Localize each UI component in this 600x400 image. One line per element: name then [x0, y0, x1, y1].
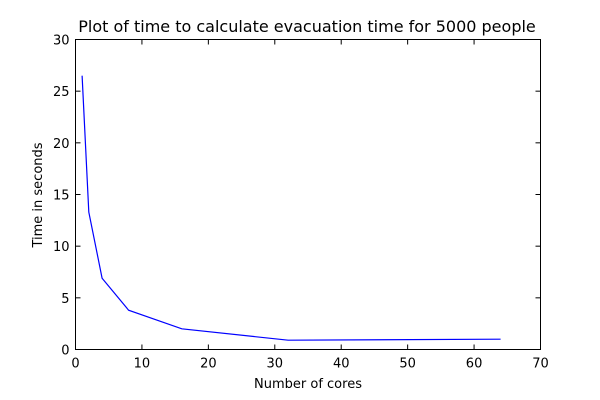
x-tick-label: 0: [71, 357, 79, 372]
y-tick-label: 25: [53, 85, 70, 100]
plot-series: [81, 75, 501, 341]
y-tick-label: 5: [61, 292, 69, 307]
x-tick-label: 10: [134, 357, 151, 372]
y-tick-label: 10: [53, 240, 70, 255]
y-tick-label: 15: [53, 189, 70, 204]
series-line: [81, 75, 501, 341]
y-axis-label: Time in seconds: [31, 142, 46, 248]
x-axis: 0 10 20 30 40 50 60 70: [71, 39, 549, 372]
x-tick-label: 70: [532, 357, 549, 372]
y-axis: 0 5 10 15 20 25 30: [53, 34, 541, 359]
x-axis-label: Number of cores: [254, 377, 362, 392]
y-tick-label: 20: [53, 137, 70, 152]
x-tick-label: 20: [200, 357, 217, 372]
y-tick-label: 30: [53, 34, 70, 49]
x-tick-label: 60: [466, 357, 483, 372]
plot-frame: [75, 39, 541, 350]
x-tick-label: 40: [333, 357, 350, 372]
y-tick-label: 0: [61, 344, 69, 359]
x-tick-label: 50: [399, 357, 416, 372]
chart-title: Plot of time to calculate evacuation tim…: [78, 17, 536, 36]
x-tick-label: 30: [267, 357, 284, 372]
